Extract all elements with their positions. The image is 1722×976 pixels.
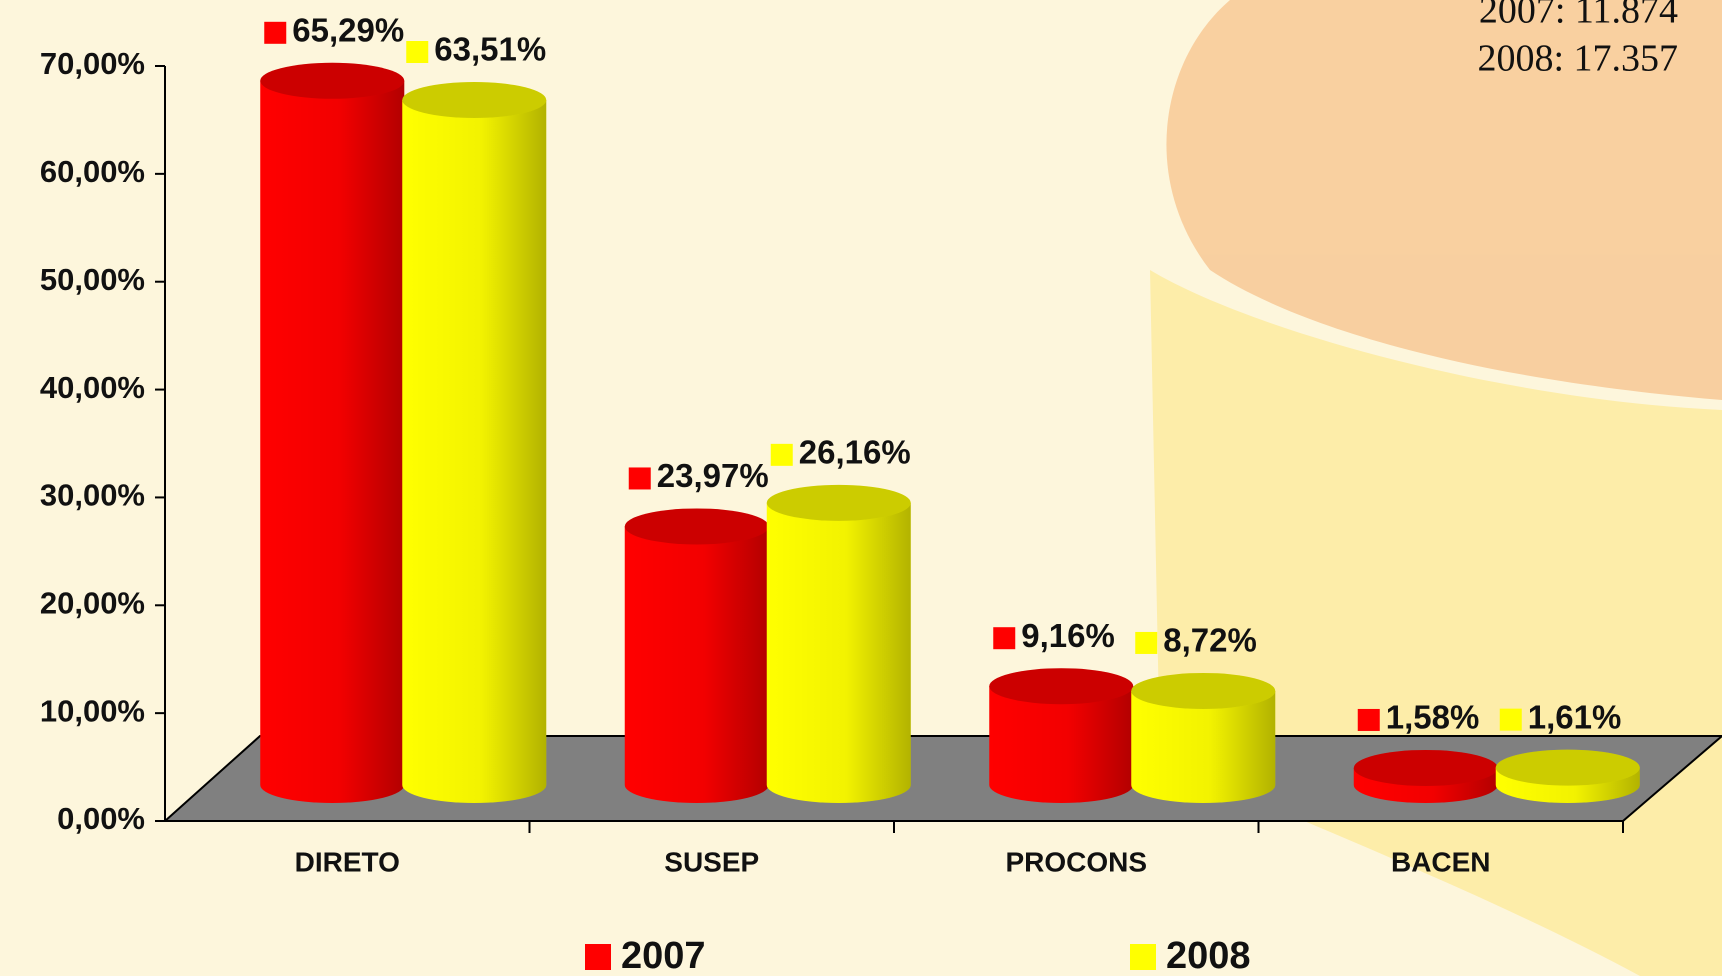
y-tick-label: 50,00% (40, 262, 145, 297)
x-tick-label: BACEN (1391, 846, 1491, 877)
page: {"chart_data": {"type": "bar3d", "catego… (0, 0, 1722, 976)
value-label-key (1135, 632, 1157, 654)
bar-top-shade (1496, 750, 1640, 786)
value-label-key (993, 627, 1015, 649)
chart: 2007: 11.874 2008: 17.357 0,00% 10,00% 20,… (0, 0, 1722, 976)
x-tick-label: SUSEP (664, 846, 759, 877)
value-label-key (771, 444, 793, 466)
value-label: 8,72% (1163, 622, 1257, 659)
bar-top-shade (1131, 673, 1275, 709)
bar-shading (767, 503, 911, 803)
bar-shading (402, 100, 546, 803)
y-tick-label: 10,00% (40, 693, 145, 728)
bar-top-shade (1354, 750, 1498, 786)
value-label: 1,58% (1386, 699, 1480, 736)
value-label: 23,97% (657, 457, 769, 494)
y-tick-label: 0,00% (57, 801, 145, 836)
bar-top-shade (767, 485, 911, 521)
legend-swatch (1130, 944, 1156, 970)
value-label: 1,61% (1528, 698, 1622, 735)
value-label: 26,16% (799, 434, 911, 471)
bar-top-shade (402, 82, 546, 118)
legend-label: 2008 (1166, 935, 1251, 976)
x-tick-label: DIRETO (295, 846, 400, 877)
y-tick-label: 20,00% (40, 585, 145, 620)
annotation: 2007: 11.874 (1479, 0, 1678, 32)
bar-shading (625, 526, 769, 803)
y-tick-label: 30,00% (40, 478, 145, 513)
bar-top-shade (989, 668, 1133, 704)
bar-top-shade (260, 63, 404, 99)
background-decoration (1150, 0, 1722, 976)
value-label-key (629, 467, 651, 489)
legend-label: 2007 (621, 935, 706, 976)
y-tick-label: 70,00% (40, 46, 145, 81)
value-label-key (264, 22, 286, 44)
value-label: 65,29% (292, 12, 404, 49)
bar-top-shade (625, 508, 769, 544)
value-label-key (1358, 709, 1380, 731)
value-label: 9,16% (1021, 617, 1115, 654)
annotation: 2008: 17.357 (1477, 38, 1678, 80)
value-label: 63,51% (434, 31, 546, 68)
bar-shading (260, 81, 404, 803)
legend-swatch (585, 944, 611, 970)
y-tick-label: 60,00% (40, 154, 145, 189)
x-tick-label: PROCONS (1005, 846, 1147, 877)
y-tick-label: 40,00% (40, 370, 145, 405)
value-label-key (1500, 709, 1522, 731)
value-label-key (406, 41, 428, 63)
